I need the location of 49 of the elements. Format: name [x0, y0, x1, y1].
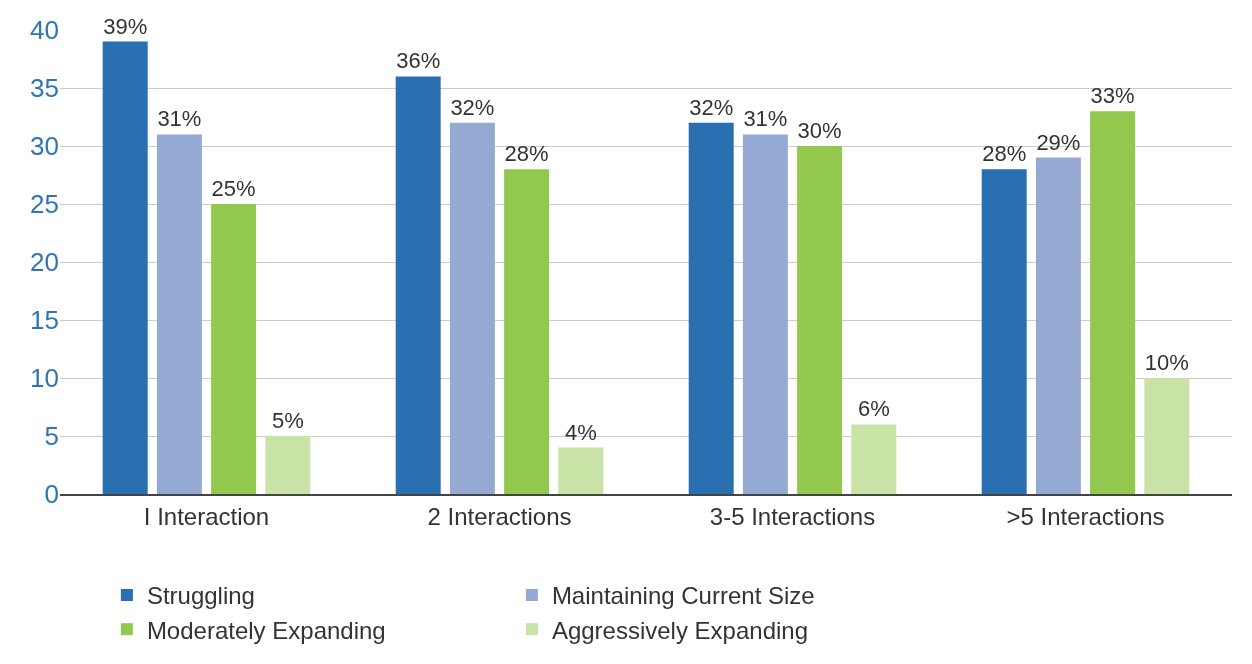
bar [981, 169, 1027, 494]
y-tick-label: 20 [30, 247, 59, 278]
data-label: 25% [211, 176, 256, 201]
bar [851, 424, 897, 494]
y-tick-label: 30 [30, 131, 59, 162]
y-tick-label: 15 [30, 305, 59, 336]
bar [102, 41, 148, 494]
data-label: 33% [1090, 83, 1135, 109]
bar [1090, 111, 1136, 494]
bar [265, 436, 311, 494]
data-label: 28% [504, 141, 549, 167]
data-label: 32% [450, 94, 495, 120]
bar [742, 134, 788, 494]
legend-label: Moderately Expanding [146, 616, 386, 644]
data-label: 36% [396, 48, 441, 74]
x-tick-label: I Interaction [143, 502, 270, 530]
x-tick-label: 3-5 Interactions [709, 502, 876, 530]
y-tick-label: 5 [44, 421, 59, 452]
data-label: 4% [564, 419, 597, 445]
x-tick-label: >5 Interactions [1006, 502, 1165, 530]
legend-label: Aggressively Expanding [551, 616, 809, 644]
data-label: 39% [103, 13, 148, 39]
bar [504, 169, 550, 494]
bar [688, 122, 734, 494]
bar [395, 76, 441, 494]
data-label: 31% [157, 106, 202, 132]
data-label: 32% [689, 94, 734, 120]
bar [558, 447, 604, 494]
data-label: 28% [982, 141, 1027, 167]
y-tick-label: 10 [30, 363, 59, 394]
data-label: 30% [797, 118, 842, 143]
legend-label: Maintaining Current Size [551, 582, 815, 610]
y-tick-label: 25 [30, 189, 59, 220]
y-tick-label: 0 [44, 479, 59, 510]
bar [1035, 157, 1081, 494]
bar [449, 122, 495, 494]
bar [211, 204, 257, 494]
legend-label: Struggling [146, 582, 255, 610]
y-tick-label: 35 [30, 73, 59, 104]
data-label: 10% [1144, 350, 1189, 375]
bar [156, 134, 202, 494]
data-label: 5% [271, 408, 304, 433]
y-tick-label: 40 [30, 15, 59, 46]
bar [1144, 378, 1190, 494]
data-label: 6% [857, 396, 890, 422]
data-label: 29% [1036, 129, 1081, 155]
data-label: 31% [743, 106, 788, 132]
bar [797, 146, 843, 494]
x-tick-label: 2 Interactions [427, 502, 572, 530]
